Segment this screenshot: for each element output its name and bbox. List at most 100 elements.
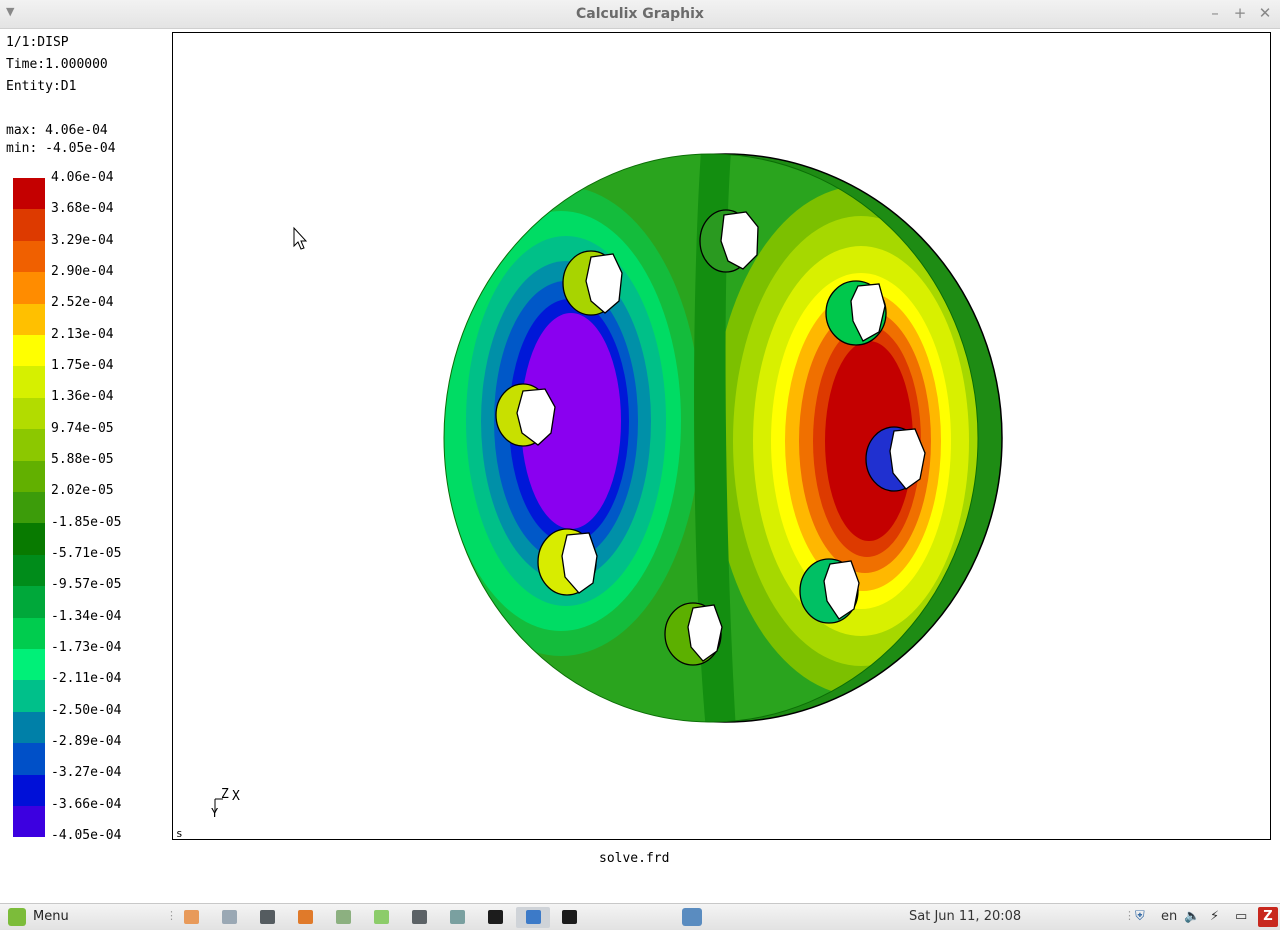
axis-y-label: Y: [211, 806, 219, 820]
legend-label: 2.52e-04: [51, 295, 114, 310]
legend-label: -1.85e-05: [51, 515, 121, 530]
taskbar-app-button[interactable]: [288, 907, 322, 928]
menu-button[interactable]: Menu: [33, 909, 69, 924]
legend-label: 1.75e-04: [51, 358, 114, 373]
bolt-hole: [800, 559, 859, 623]
legend-label: -3.66e-04: [51, 797, 121, 812]
legend-label: -2.89e-04: [51, 734, 121, 749]
terminal-icon: [412, 910, 427, 924]
legend-label: 5.88e-05: [51, 452, 114, 467]
legend-swatch: [13, 492, 45, 523]
legend-swatch: [13, 241, 45, 272]
maximize-button[interactable]: +: [1230, 4, 1250, 22]
legend-label: 2.02e-05: [51, 483, 114, 498]
legend-label: -5.71e-05: [51, 546, 121, 561]
legend-swatch: [13, 523, 45, 554]
legend-label: 2.90e-04: [51, 264, 114, 279]
shield-icon[interactable]: ⛨: [1135, 909, 1145, 924]
file-manager-icon: [184, 910, 199, 924]
step-info: 1/1:DISP: [6, 35, 69, 50]
max-value: max: 4.06e-04: [6, 123, 108, 138]
bolt-hole: [563, 251, 622, 315]
legend-swatch: [13, 712, 45, 743]
battery-icon[interactable]: ▭: [1235, 909, 1247, 924]
graphics-viewport[interactable]: Z X Y s: [172, 32, 1271, 840]
app-icon: [374, 910, 389, 924]
file-name-label: solve.frd: [599, 851, 669, 866]
legend-label: 4.06e-04: [51, 170, 114, 185]
taskbar-app-button[interactable]: [326, 907, 360, 928]
legend-swatch: [13, 743, 45, 774]
tray-handle-icon: ⋮: [1124, 909, 1135, 922]
taskbar-app-button[interactable]: [440, 907, 474, 928]
clock[interactable]: Sat Jun 11, 20:08: [909, 909, 1021, 924]
folder-icon: [336, 910, 351, 924]
bolt-hole: [866, 427, 925, 491]
legend-swatch: [13, 429, 45, 460]
workspace-switcher-icon[interactable]: [682, 908, 702, 926]
keyboard-layout[interactable]: en: [1161, 909, 1177, 924]
legend-swatch: [13, 775, 45, 806]
bolt-hole: [665, 603, 722, 665]
legend-label: -4.05e-04: [51, 828, 121, 843]
legend-label: -1.73e-04: [51, 640, 121, 655]
time-info: Time:1.000000: [6, 57, 108, 72]
taskbar-app-button[interactable]: [364, 907, 398, 928]
window-title: Calculix Graphix: [0, 6, 1280, 22]
terminal-icon: [260, 910, 275, 924]
taskbar-app-button[interactable]: [478, 907, 512, 928]
mint-menu-icon[interactable]: [8, 908, 26, 926]
legend-swatch: [13, 806, 45, 837]
axis-x-label: X: [232, 789, 240, 804]
bolt-hole: [538, 529, 597, 595]
legend-swatch: [13, 649, 45, 680]
terminal-icon: [488, 910, 503, 924]
minimize-button[interactable]: –: [1205, 4, 1225, 22]
taskbar-app-button[interactable]: [250, 907, 284, 928]
legend-label: 1.36e-04: [51, 389, 114, 404]
legend-swatch: [13, 178, 45, 209]
axis-triad: Z X Y: [211, 787, 240, 820]
legend-swatch: [13, 586, 45, 617]
taskbar: Menu ⋮ Sat Jun 11, 20:08 ⋮ ⛨ en 🔈 ⚡ ▭ Z: [0, 903, 1280, 930]
taskbar-app-button[interactable]: [174, 907, 208, 928]
legend-swatch: [13, 618, 45, 649]
legend-label: -2.11e-04: [51, 671, 121, 686]
network-icon[interactable]: ⚡: [1210, 909, 1219, 924]
volume-icon[interactable]: 🔈: [1184, 909, 1200, 924]
legend-label: -3.27e-04: [51, 765, 121, 780]
folder-icon: [450, 910, 465, 924]
legend-label: 9.74e-05: [51, 421, 114, 436]
legend-label: 3.68e-04: [51, 201, 114, 216]
legend-label: 3.29e-04: [51, 233, 114, 248]
legend-swatch: [13, 272, 45, 303]
firefox-icon: [298, 910, 313, 924]
legend-swatch: [13, 335, 45, 366]
taskbar-app-button[interactable]: [402, 907, 436, 928]
bolt-hole: [826, 281, 886, 345]
corner-label: s: [176, 827, 183, 839]
window-icon: [526, 910, 541, 924]
legend-label: -2.50e-04: [51, 703, 121, 718]
legend-label: -1.34e-04: [51, 609, 121, 624]
mouse-cursor-icon: [294, 228, 306, 249]
axis-z-label: Z: [221, 787, 229, 802]
legend-swatch: [13, 304, 45, 335]
legend-swatch: [13, 398, 45, 429]
fem-model-render[interactable]: Z X Y s: [173, 33, 1270, 839]
filezilla-icon[interactable]: Z: [1258, 907, 1278, 927]
taskbar-app-button[interactable]: [552, 907, 586, 928]
legend-swatch: [13, 680, 45, 711]
legend-label: -9.57e-05: [51, 577, 121, 592]
bolt-hole: [496, 384, 555, 446]
folder-icon: [222, 910, 237, 924]
legend-label: 2.13e-04: [51, 327, 114, 342]
legend-swatch: [13, 209, 45, 240]
legend-swatch: [13, 461, 45, 492]
legend-swatch: [13, 555, 45, 586]
close-button[interactable]: ✕: [1255, 4, 1275, 22]
taskbar-app-button[interactable]: [212, 907, 246, 928]
min-value: min: -4.05e-04: [6, 141, 116, 156]
legend-swatch: [13, 366, 45, 397]
taskbar-app-button-active[interactable]: [516, 907, 550, 928]
